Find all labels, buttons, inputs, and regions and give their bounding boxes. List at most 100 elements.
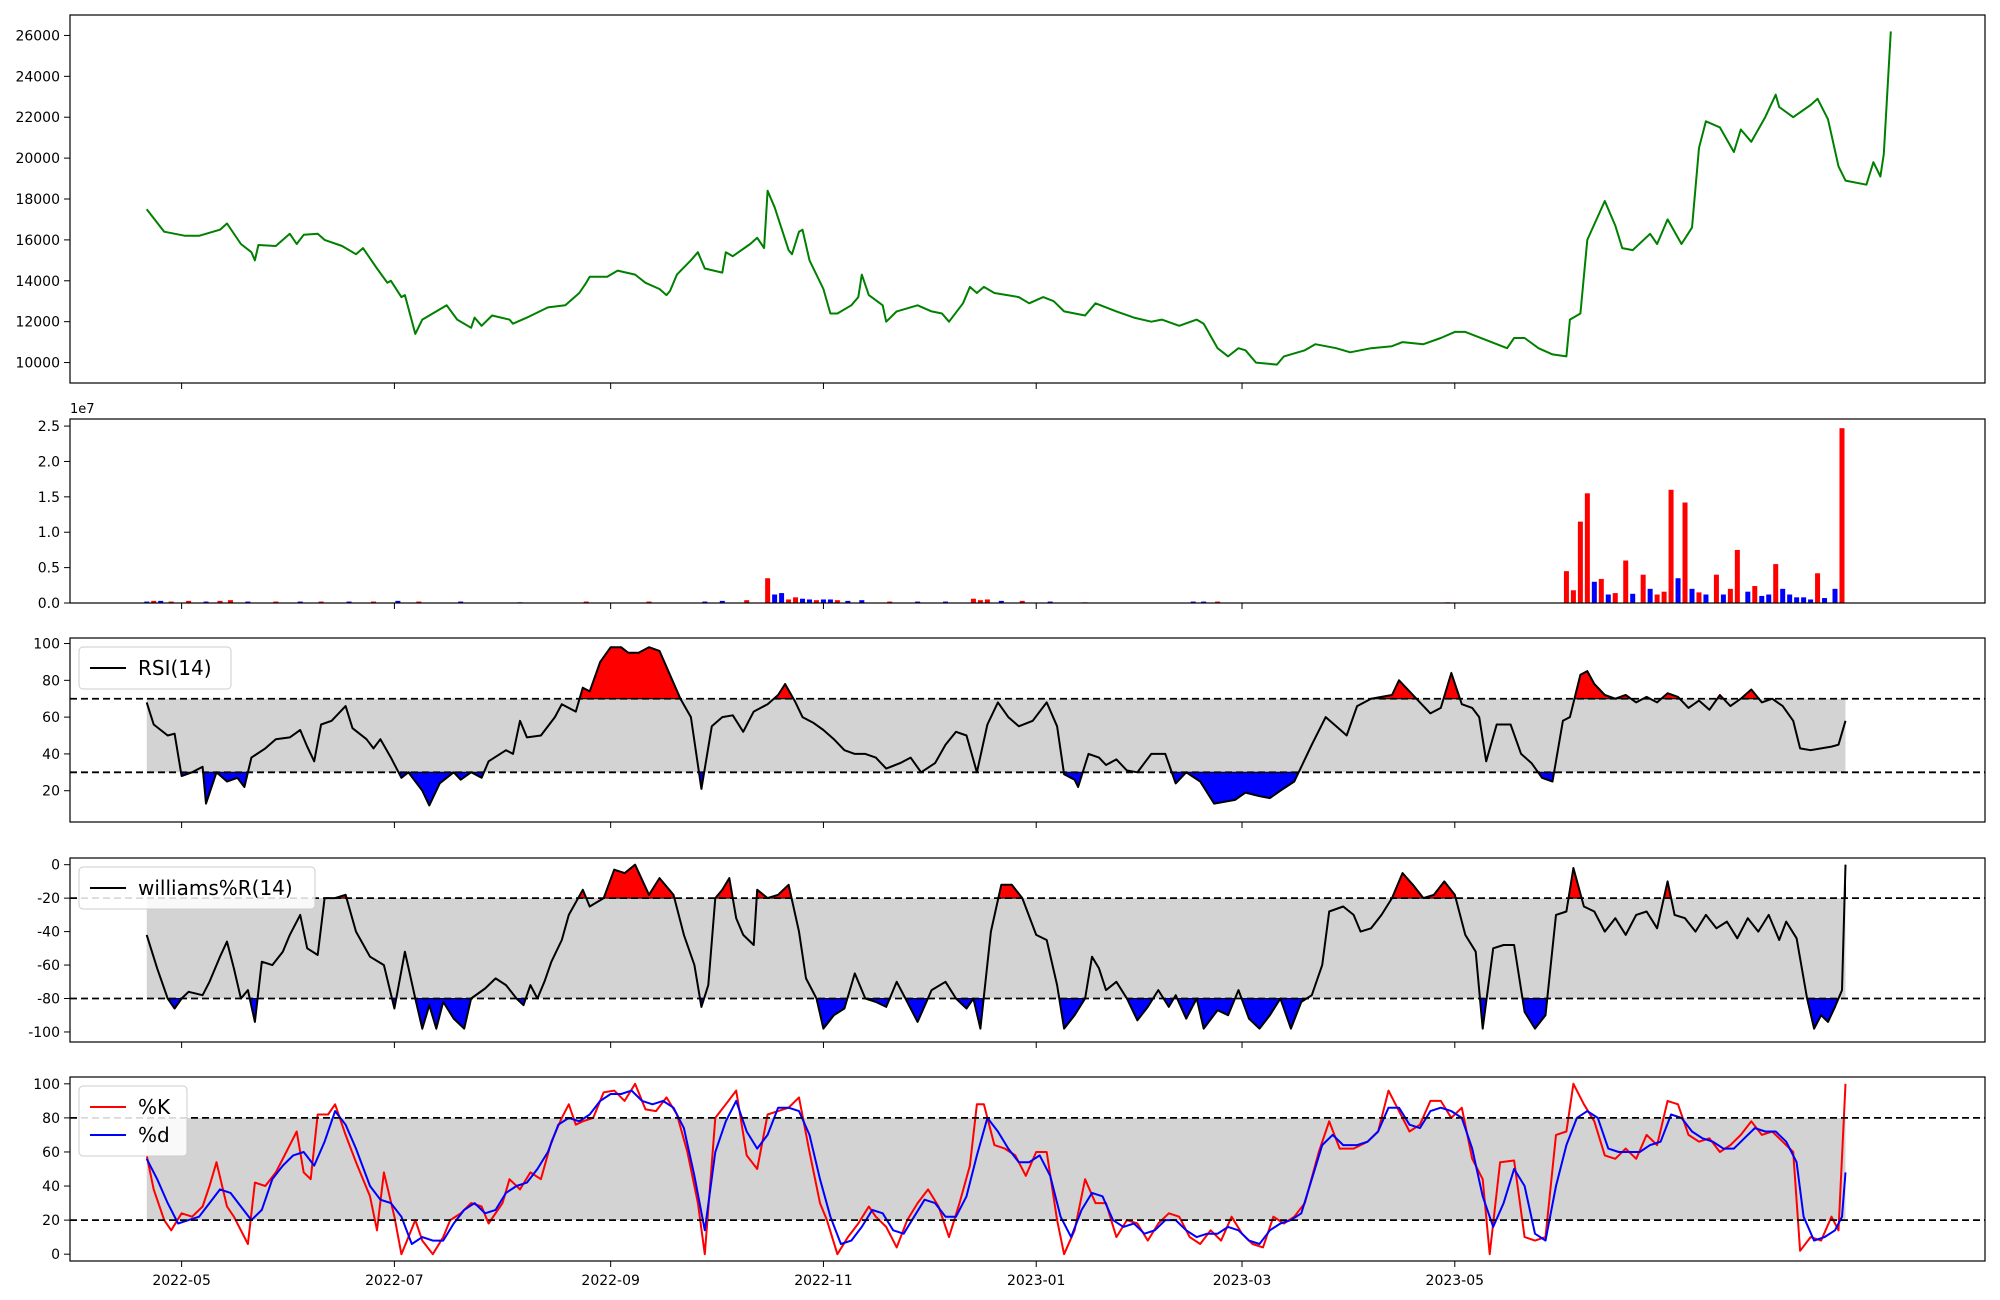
volume-bar xyxy=(786,599,792,603)
rsi-ytick-label: 60 xyxy=(42,710,60,726)
williams-ytick-label: -60 xyxy=(37,958,60,974)
volume-bar xyxy=(1780,588,1786,603)
volume-bar xyxy=(779,593,785,603)
volume-bar xyxy=(1682,502,1688,603)
price-ytick-label: 26000 xyxy=(15,28,60,44)
price-axes: 10000 12000 14000 16000 18000 20000 22000 24000… xyxy=(15,28,1456,389)
price-ytick-label: 12000 xyxy=(15,315,60,331)
volume-bar xyxy=(168,601,174,603)
volume-bar xyxy=(772,594,778,603)
stoch-frame xyxy=(69,1076,1986,1262)
volume-bar xyxy=(1794,597,1800,603)
volume-bar xyxy=(970,598,976,603)
volume-ytick-label: 0.0 xyxy=(38,596,60,612)
williams-legend-box xyxy=(78,866,316,910)
volume-bar xyxy=(1215,601,1221,603)
williams-axes: 0 -20 -40 -60 -80 -100 xyxy=(28,858,1456,1048)
volume-bar xyxy=(1727,588,1733,603)
price-ytick-label: 10000 xyxy=(15,356,60,372)
volume-ytick-label: 2.0 xyxy=(38,454,60,470)
volume-bar xyxy=(203,601,209,603)
stoch-ytick-label: 20 xyxy=(42,1213,60,1229)
rsi-band xyxy=(146,698,1846,773)
volume-bar xyxy=(346,601,352,603)
price-panel xyxy=(145,31,1892,366)
x-tick-label: 2022-09 xyxy=(581,1273,640,1289)
volume-bar xyxy=(217,600,223,603)
williams-ytick-label: -40 xyxy=(37,925,60,941)
volume-bar xyxy=(144,601,150,603)
price-ytick-label: 24000 xyxy=(15,69,60,85)
stoch-axes: 0 20 40 60 80 100 2022-05 2022-07 2022-09 2022-11… xyxy=(33,1077,1484,1289)
volume-bar xyxy=(1019,600,1025,603)
volume-bar xyxy=(1713,574,1719,603)
price-series-line-close xyxy=(145,31,1892,366)
volume-bar xyxy=(186,600,192,603)
volume-bar xyxy=(1190,601,1196,603)
volume-bar xyxy=(1668,489,1674,603)
volume-bar xyxy=(845,600,851,603)
williams-ytick-label: -80 xyxy=(37,992,60,1008)
price-ytick-label: 22000 xyxy=(15,110,60,126)
volume-bar xyxy=(1612,593,1618,603)
rsi-legend-box xyxy=(78,646,232,690)
volume-bar xyxy=(984,599,990,603)
volume-bar xyxy=(820,599,826,603)
volume-bar xyxy=(915,601,921,603)
volume-bar xyxy=(827,599,833,603)
volume-bar xyxy=(1801,597,1807,603)
volume-bar xyxy=(1047,601,1053,603)
x-tick-label: 2022-11 xyxy=(794,1273,853,1289)
volume-bar xyxy=(813,600,819,603)
stoch-panel xyxy=(70,1082,1985,1256)
rsi-panel xyxy=(70,646,1985,807)
williams-band xyxy=(146,898,1846,999)
volume-ytick-label: 1.5 xyxy=(38,490,60,506)
volume-bar xyxy=(1832,588,1838,603)
rsi-ytick-label: 100 xyxy=(33,637,60,653)
williams-legend: williams%R(14) xyxy=(78,866,316,910)
volume-bar xyxy=(1640,574,1646,603)
volume-bar xyxy=(1839,428,1845,603)
stoch-ytick-label: 80 xyxy=(42,1111,60,1127)
volume-bar xyxy=(702,601,708,603)
volume-bar xyxy=(806,599,812,603)
volume-bar xyxy=(1752,586,1758,603)
volume-bar xyxy=(1745,591,1751,603)
volume-bar xyxy=(1822,598,1828,603)
stoch-series-line-K xyxy=(145,1082,1847,1256)
volume-bar xyxy=(318,601,324,603)
price-ytick-label: 16000 xyxy=(15,233,60,249)
volume-bar xyxy=(859,600,865,603)
volume-bar xyxy=(1605,594,1611,603)
volume-bar xyxy=(1577,521,1583,603)
volume-bar xyxy=(1815,573,1821,603)
volume-bar xyxy=(158,600,164,603)
volume-bar xyxy=(1598,578,1604,603)
volume-bar xyxy=(1703,594,1709,603)
volume-bar xyxy=(151,600,157,603)
stoch-band xyxy=(146,1117,1846,1221)
williams-frame xyxy=(69,857,1986,1043)
price-ytick-label: 20000 xyxy=(15,151,60,167)
volume-panel: 1e7 xyxy=(70,402,1845,603)
volume-bar xyxy=(1654,594,1660,603)
volume-bar xyxy=(765,578,771,603)
stoch-ytick-label: 60 xyxy=(42,1145,60,1161)
rsi-axes: 20 40 60 80 100 xyxy=(33,637,1456,828)
volume-scale-label: 1e7 xyxy=(70,402,95,417)
volume-bar xyxy=(1630,593,1636,603)
volume-bar xyxy=(458,601,464,603)
williams-ytick-label: 0 xyxy=(51,858,60,874)
volume-bar xyxy=(1563,571,1569,603)
volume-bar xyxy=(1787,594,1793,603)
rsi-legend-label: RSI(14) xyxy=(138,656,212,680)
williams-ytick-label: -20 xyxy=(37,891,60,907)
stoch-legend-label: %d xyxy=(138,1123,170,1147)
price-ytick-label: 14000 xyxy=(15,274,60,290)
volume-ytick-label: 1.0 xyxy=(38,525,60,541)
volume-bar xyxy=(1591,581,1597,603)
x-tick-label: 2023-01 xyxy=(1007,1273,1066,1289)
